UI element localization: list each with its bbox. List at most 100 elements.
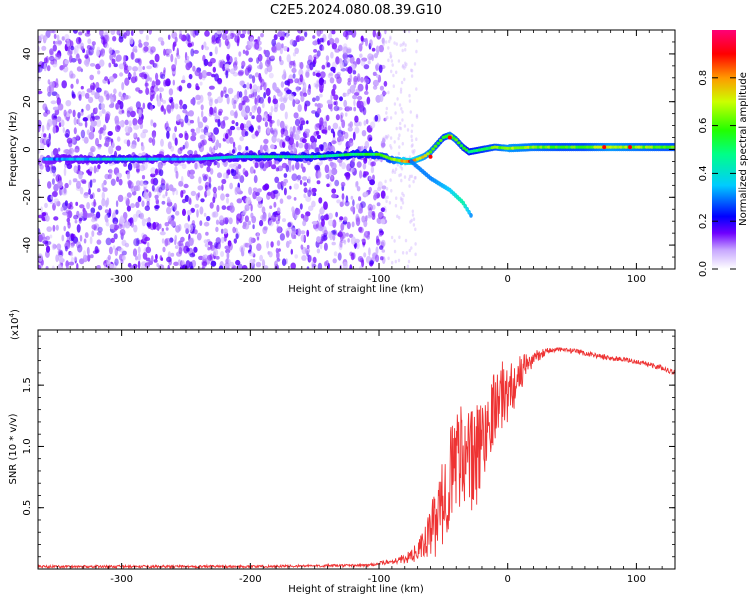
noise-speckle [390,146,393,150]
noise-speckle [333,105,340,112]
noise-speckle [128,120,132,128]
noise-speckle [232,104,236,109]
trace-core [552,145,556,149]
noise-speckle [181,264,188,269]
noise-speckle [187,42,193,48]
noise-speckle [380,190,386,199]
noise-speckle [376,202,381,207]
noise-speckle [232,149,235,154]
noise-speckle [281,73,287,80]
noise-speckle [410,134,413,139]
noise-speckle [41,212,47,217]
noise-speckle [173,202,178,211]
noise-speckle [176,54,181,60]
noise-speckle [84,58,90,67]
noise-speckle [358,196,362,202]
spectrogram-y-tick-label: -40 [22,237,33,253]
noise-speckle [248,186,253,196]
noise-speckle [408,93,411,98]
noise-speckle [216,204,220,213]
noise-speckle [201,44,204,50]
noise-speckle [273,201,277,208]
trace-core [547,145,551,149]
noise-speckle [156,262,159,268]
noise-speckle [415,137,418,141]
trace-core [258,155,263,159]
noise-speckle [194,30,200,36]
noise-speckle [178,85,183,92]
noise-speckle [231,120,235,125]
noise-speckle [241,109,247,118]
noise-speckle [302,78,305,86]
trace-core [287,155,291,159]
noise-speckle [160,73,166,80]
noise-speckle [188,73,193,80]
noise-speckle [148,137,153,143]
noise-speckle [352,199,355,207]
noise-speckle [331,193,337,199]
noise-speckle [148,30,152,35]
trace-core [312,155,317,159]
noise-speckle [355,203,362,210]
noise-speckle [296,228,302,237]
noise-speckle [276,207,281,214]
noise-speckle [293,234,297,239]
noise-speckle [74,219,78,224]
noise-speckle [286,54,291,63]
noise-speckle [206,186,211,191]
noise-speckle [397,59,401,63]
noise-speckle [401,42,404,47]
noise-speckle [361,130,367,137]
noise-speckle [94,91,100,100]
trace-core [526,145,531,149]
snr-x-tick-label: -300 [110,574,133,585]
noise-speckle [247,30,250,35]
noise-speckle [179,146,184,151]
noise-speckle [45,241,52,245]
trace-core [42,157,47,161]
noise-speckle [259,144,263,154]
noise-speckle [389,37,392,41]
noise-speckle [345,172,351,181]
trace-core [436,141,441,145]
noise-speckle [323,80,327,85]
noise-speckle [43,133,47,138]
noise-speckle [279,198,284,204]
noise-speckle [176,251,182,257]
noise-speckle [399,87,403,92]
noise-speckle [254,130,259,137]
trace-core [454,138,459,142]
noise-speckle [59,65,65,70]
noise-speckle [165,78,171,87]
noise-speckle [343,239,347,245]
noise-speckle [404,43,407,47]
noise-speckle [407,259,411,264]
trace-core [220,156,224,160]
noise-speckle [113,233,118,240]
noise-speckle [390,59,394,63]
noise-speckle [46,85,52,94]
noise-speckle [85,103,91,111]
trace-core [431,147,435,151]
noise-speckle [160,257,164,261]
noise-speckle [413,176,417,180]
noise-speckle [409,110,412,114]
noise-speckle [321,45,325,51]
noise-speckle [363,120,367,126]
trace-core [544,145,549,149]
trace-core [135,157,139,161]
noise-speckle [108,62,112,68]
noise-speckle [101,198,106,207]
noise-speckle [102,124,107,131]
noise-speckle [257,202,263,209]
noise-speckle [129,110,136,118]
noise-speckle [101,191,106,200]
noise-speckle [145,80,148,89]
noise-speckle [104,138,110,148]
noise-speckle [377,211,384,220]
trace-core [68,157,72,161]
noise-speckle [319,93,323,98]
noise-speckle [319,242,323,250]
noise-speckle [139,72,145,78]
